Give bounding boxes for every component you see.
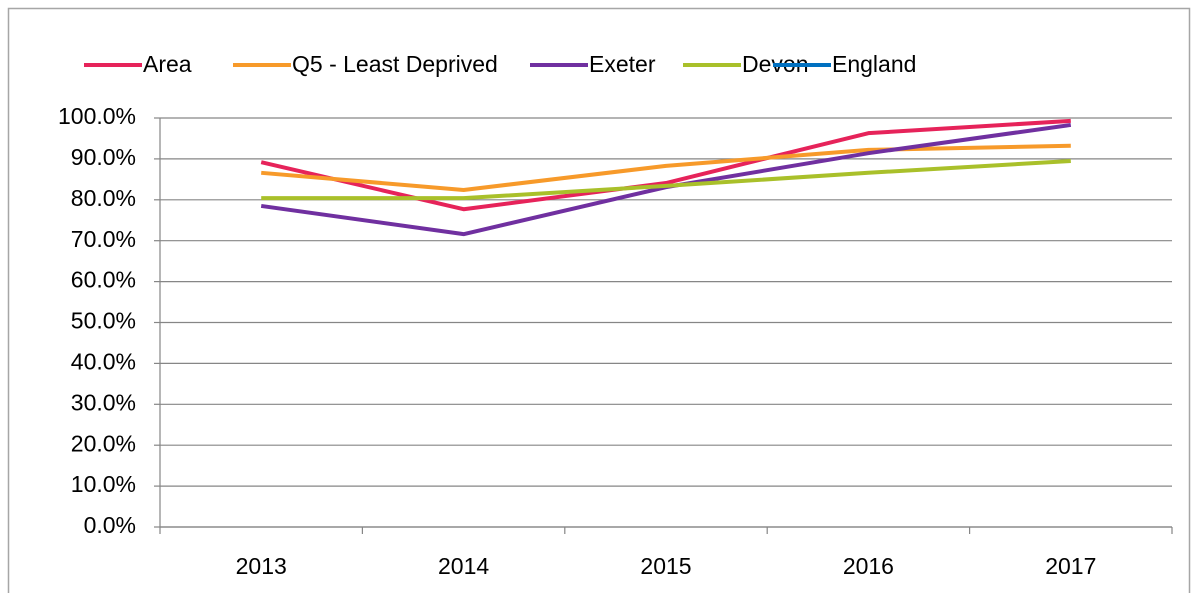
y-tick-label: 10.0%	[71, 471, 136, 497]
y-tick-label: 50.0%	[71, 308, 136, 334]
legend-label: Exeter	[589, 51, 656, 77]
x-tick-label: 2013	[236, 553, 287, 579]
y-tick-label: 100.0%	[58, 103, 136, 129]
legend-label: Q5 - Least Deprived	[292, 51, 498, 77]
x-tick-label: 2017	[1045, 553, 1096, 579]
y-tick-label: 70.0%	[71, 226, 136, 252]
y-tick-label: 20.0%	[71, 430, 136, 456]
legend-label: Area	[143, 51, 192, 77]
chart-frame	[7, 7, 1191, 593]
y-tick-label: 80.0%	[71, 185, 136, 211]
x-tick-label: 2014	[438, 553, 489, 579]
x-tick-label: 2015	[640, 553, 691, 579]
series-line	[260, 118, 1071, 212]
x-tick-label: 2016	[843, 553, 894, 579]
y-tick-label: 40.0%	[71, 348, 136, 374]
series-line	[260, 122, 1072, 237]
y-tick-label: 90.0%	[71, 144, 136, 170]
series-line	[261, 158, 1071, 201]
legend-label: England	[832, 51, 916, 77]
y-tick-label: 60.0%	[71, 267, 136, 293]
series-line	[261, 143, 1071, 192]
y-tick-label: 0.0%	[84, 512, 136, 538]
y-tick-label: 30.0%	[71, 389, 136, 415]
